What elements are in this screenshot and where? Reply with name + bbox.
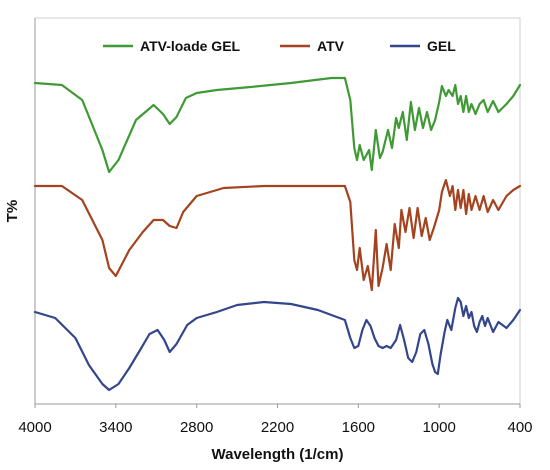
x-tick-label: 400 <box>507 419 532 436</box>
x-tick-label: 3400 <box>99 419 132 436</box>
y-axis-title: T% <box>4 200 21 223</box>
series-line-3 <box>33 296 522 392</box>
x-tick-label: 1000 <box>422 419 455 436</box>
plot-area <box>34 17 521 405</box>
series-line-2 <box>33 178 522 292</box>
series-line-1 <box>33 76 522 174</box>
legend-label-2: ATV <box>317 38 345 54</box>
legend-label-1: ATV-loade GEL <box>140 38 241 54</box>
x-tick-label: 1600 <box>342 419 375 436</box>
x-axis-title: Wavelength (1/cm) <box>212 446 344 463</box>
legend-label-3: GEL <box>427 38 456 54</box>
legend: ATV-loade GEL ATV GEL <box>103 38 456 54</box>
x-tick-label: 2800 <box>180 419 213 436</box>
series-layer <box>33 76 522 392</box>
x-tick-label: 2200 <box>261 419 294 436</box>
x-tick-label: 4000 <box>18 419 51 436</box>
x-ticks: 4000 3400 2800 2200 1600 1000 400 <box>18 404 533 436</box>
